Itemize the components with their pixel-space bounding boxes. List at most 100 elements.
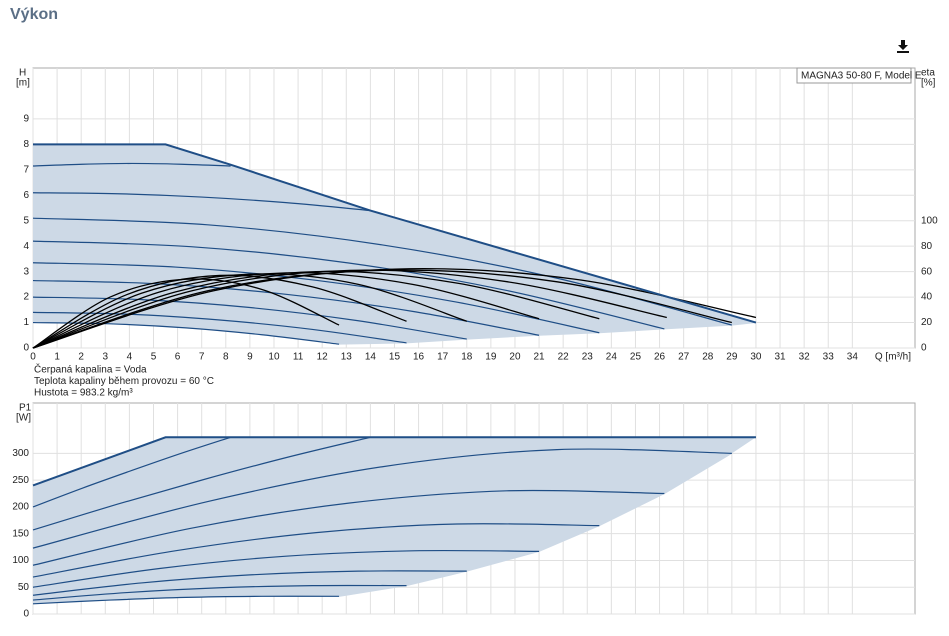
x-tick-label: 2 bbox=[78, 352, 84, 363]
x-tick-label: 22 bbox=[558, 352, 570, 363]
y2-axis-unit: [%] bbox=[921, 78, 936, 89]
x-tick-label: 20 bbox=[509, 352, 521, 363]
y-axis-unit: [W] bbox=[16, 413, 31, 424]
x-tick-label: 23 bbox=[582, 352, 594, 363]
y-tick-label: 250 bbox=[12, 475, 29, 486]
x-tick-label: 17 bbox=[437, 352, 449, 363]
y2-tick-label: 0 bbox=[921, 343, 927, 354]
x-tick-label: 11 bbox=[293, 352, 304, 363]
download-icon[interactable] bbox=[898, 40, 908, 50]
x-tick-label: 32 bbox=[799, 352, 811, 363]
x-tick-label: 7 bbox=[199, 352, 205, 363]
speed-curve bbox=[32, 489, 665, 566]
efficiency-curve bbox=[32, 269, 732, 349]
x-tick-label: 29 bbox=[726, 352, 738, 363]
efficiency-curve bbox=[32, 269, 667, 349]
x-tick-label: 31 bbox=[774, 352, 786, 363]
y-tick-label: 0 bbox=[23, 343, 29, 354]
y-tick-label: 1 bbox=[23, 317, 29, 328]
y2-tick-label: 60 bbox=[921, 266, 933, 277]
efficiency-curve bbox=[32, 273, 467, 349]
speed-curve bbox=[32, 570, 467, 596]
x-tick-label: 12 bbox=[317, 352, 329, 363]
speed-curve bbox=[32, 436, 371, 531]
x-tick-label: 27 bbox=[678, 352, 690, 363]
efficiency-curve bbox=[32, 267, 757, 349]
y-tick-label: 50 bbox=[18, 582, 30, 593]
x-tick-label: 0 bbox=[30, 352, 36, 363]
x-tick-label: 14 bbox=[365, 352, 377, 363]
y-tick-label: 8 bbox=[23, 139, 29, 150]
speed-curve bbox=[32, 162, 231, 167]
y-tick-label: 2 bbox=[23, 292, 29, 303]
y2-tick-label: 100 bbox=[921, 215, 938, 226]
speed-curve bbox=[32, 436, 231, 508]
legend-box bbox=[796, 67, 912, 84]
speed-curve bbox=[32, 296, 467, 340]
note: Hustota = 983.2 kg/m³ bbox=[34, 388, 133, 399]
note: Čerpaná kapalina = Voda bbox=[34, 363, 147, 376]
y-tick-label: 4 bbox=[23, 241, 29, 252]
page-title: Výkon bbox=[10, 6, 58, 23]
x-tick-label: 6 bbox=[175, 352, 181, 363]
x-tick-label: 19 bbox=[485, 352, 497, 363]
y2-axis-label: eta bbox=[921, 68, 935, 79]
x-tick-label: 28 bbox=[702, 352, 714, 363]
y-tick-label: 9 bbox=[23, 114, 29, 125]
y-tick-label: 0 bbox=[23, 609, 29, 620]
x-tick-label: 30 bbox=[750, 352, 762, 363]
y-axis-unit: [m] bbox=[16, 78, 30, 89]
x-tick-label: 21 bbox=[534, 352, 546, 363]
y-tick-label: 150 bbox=[12, 528, 29, 539]
x-tick-label: 4 bbox=[127, 352, 133, 363]
speed-curve bbox=[32, 523, 600, 578]
y-tick-label: 7 bbox=[23, 164, 29, 175]
max-curve bbox=[33, 143, 757, 324]
area-edge bbox=[339, 322, 757, 345]
speed-curve bbox=[32, 279, 540, 336]
y2-tick-label: 80 bbox=[921, 241, 933, 252]
y-tick-label: 5 bbox=[23, 215, 29, 226]
x-tick-label: 33 bbox=[823, 352, 835, 363]
legend-text: MAGNA3 50-80 F, Model E bbox=[801, 71, 922, 82]
efficiency-curve bbox=[32, 274, 407, 349]
x-tick-label: 18 bbox=[461, 352, 473, 363]
y-tick-label: 200 bbox=[12, 502, 29, 513]
y-axis-label: P1 bbox=[19, 403, 32, 414]
x-tick-label: 15 bbox=[389, 352, 401, 363]
speed-curve bbox=[32, 584, 407, 601]
speed-curve bbox=[32, 262, 600, 334]
speed-curve bbox=[32, 448, 732, 549]
speed-curve bbox=[32, 595, 340, 605]
x-tick-label: 34 bbox=[847, 352, 859, 363]
x-tick-label: 26 bbox=[654, 352, 666, 363]
x-tick-label: 5 bbox=[151, 352, 157, 363]
download-bar[interactable] bbox=[897, 51, 909, 53]
speed-curve bbox=[32, 192, 371, 212]
x-tick-label: 9 bbox=[247, 352, 253, 363]
x-tick-label: 3 bbox=[103, 352, 109, 363]
max-curve bbox=[32, 436, 756, 487]
y-tick-label: 6 bbox=[23, 190, 29, 201]
x-tick-label: 24 bbox=[606, 352, 618, 363]
y-axis-label: H bbox=[19, 68, 26, 79]
y-tick-label: 100 bbox=[12, 555, 29, 566]
y2-tick-label: 40 bbox=[921, 292, 933, 303]
x-tick-label: 10 bbox=[268, 352, 280, 363]
x-axis-label: Q [m³/h] bbox=[875, 352, 911, 363]
y-tick-label: 300 bbox=[12, 448, 29, 459]
x-tick-label: 25 bbox=[630, 352, 642, 363]
speed-curve bbox=[32, 240, 665, 330]
download-button[interactable] bbox=[894, 37, 912, 55]
y-tick-label: 3 bbox=[23, 266, 29, 277]
x-tick-label: 16 bbox=[413, 352, 425, 363]
speed-curve bbox=[32, 549, 540, 588]
x-tick-label: 1 bbox=[54, 352, 60, 363]
x-tick-label: 13 bbox=[341, 352, 353, 363]
y2-tick-label: 20 bbox=[921, 317, 933, 328]
x-tick-label: 8 bbox=[223, 352, 229, 363]
operating-area bbox=[33, 144, 756, 345]
note: Teplota kapaliny během provozu = 60 °C bbox=[34, 376, 214, 387]
